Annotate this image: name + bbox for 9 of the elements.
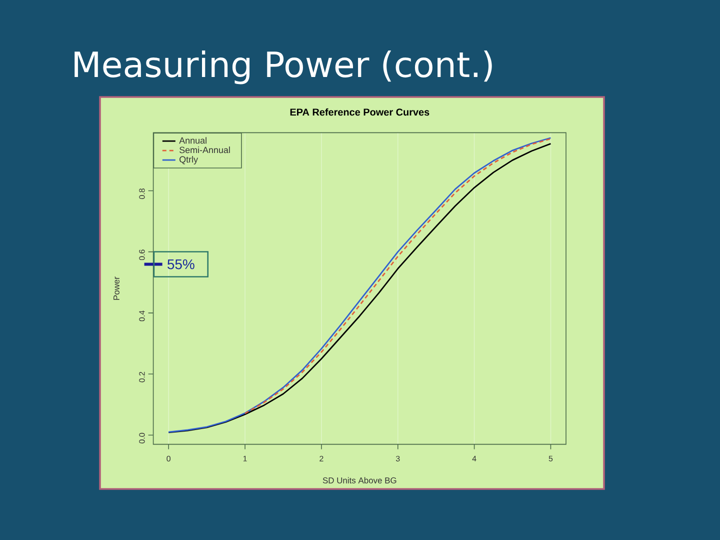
legend-label: Annual	[179, 137, 206, 144]
annotation: 55%	[168, 259, 194, 270]
chart-title: Measuring Power (cont.)	[74, 50, 492, 84]
line-series	[244, 138, 552, 414]
chart-subtitle: EPA Reference Power Curves	[290, 108, 430, 116]
x-axis-title: SD Units Above BG	[322, 477, 396, 484]
y-axis-title: Power	[114, 276, 120, 300]
legend-label: Qtrly	[180, 156, 198, 164]
legend-label: Semi-Annual	[180, 146, 230, 154]
